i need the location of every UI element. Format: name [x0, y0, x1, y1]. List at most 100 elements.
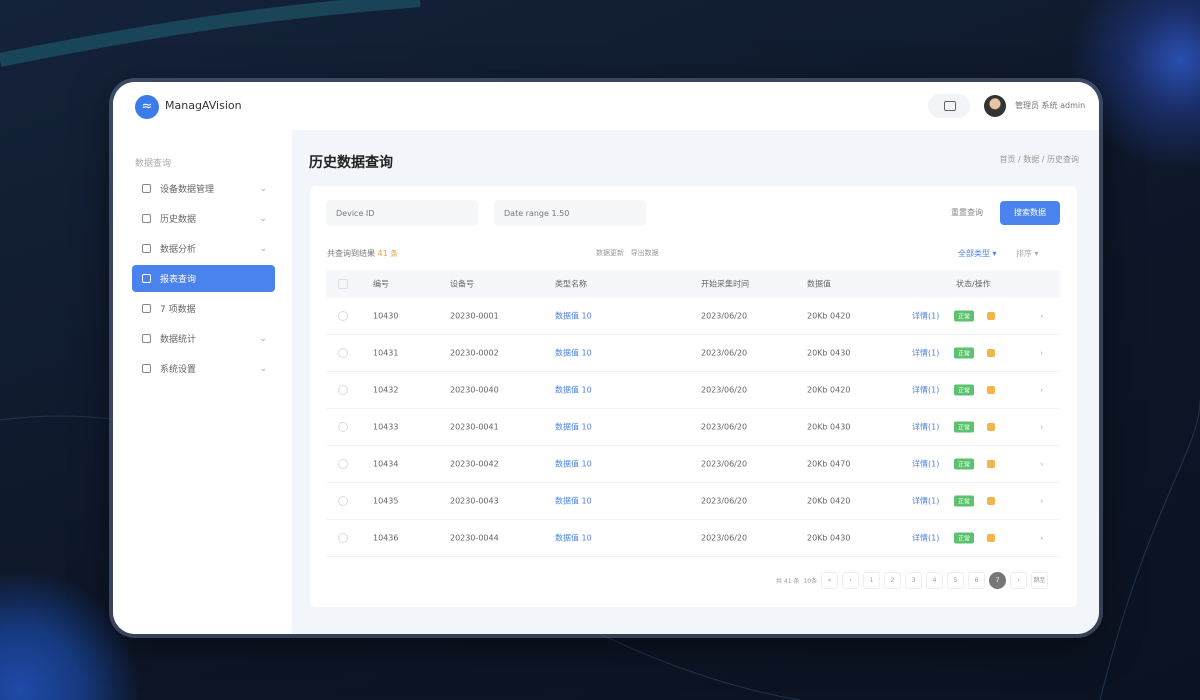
message-button[interactable]: [928, 94, 970, 118]
row-checkbox[interactable]: [338, 533, 348, 543]
table-cell: 20230-0040: [450, 385, 499, 395]
warning-icon: [987, 386, 995, 394]
table-cell: 20Kb 0430: [807, 422, 851, 432]
table-cell: 20Kb 0470: [807, 459, 851, 469]
chevron-right-icon[interactable]: ›: [1040, 422, 1044, 432]
status-badge: 正常: [954, 384, 975, 396]
next-page-button[interactable]: ›: [1010, 571, 1028, 589]
page-button[interactable]: 1: [863, 571, 881, 589]
page-button[interactable]: «: [821, 571, 839, 589]
row-checkbox[interactable]: [338, 496, 348, 506]
page-button[interactable]: 6: [968, 571, 986, 589]
table-cell: 20Kb 0430: [807, 533, 851, 543]
col-header[interactable]: 状态/操作: [956, 279, 991, 289]
table-cell: 2023/06/20: [701, 422, 748, 432]
table-cell: 20230-0042: [450, 459, 499, 469]
table-row[interactable]: 10434 20230-0042 数据值 10 2023/06/20 20Kb 0470…: [326, 446, 1060, 483]
jump-input[interactable]: 跳至: [1031, 571, 1049, 589]
table-cell: 2023/06/20: [701, 311, 748, 321]
result-count: 41 条: [377, 249, 399, 258]
chevron-right-icon[interactable]: ›: [1040, 348, 1044, 358]
page-button[interactable]: 4: [926, 571, 944, 589]
row-checkbox[interactable]: [338, 422, 348, 432]
logo-icon: ≈: [135, 95, 159, 119]
table-cell: 20Kb 0430: [807, 348, 851, 358]
calendar-icon: [142, 304, 151, 313]
table-cell[interactable]: 详情(1): [912, 459, 940, 469]
type-filter[interactable]: 全部类型 ▾: [958, 249, 997, 258]
table-row[interactable]: 10432 20230-0040 数据值 10 2023/06/20 20Kb 0420…: [326, 372, 1060, 409]
table-cell: 2023/06/20: [701, 496, 748, 506]
sidebar-item[interactable]: 7 项数据: [132, 295, 275, 322]
table-row[interactable]: 10430 20230-0001 数据值 10 2023/06/20 20Kb 0420…: [326, 298, 1060, 335]
row-checkbox[interactable]: [338, 385, 348, 395]
page-button[interactable]: 5: [947, 571, 965, 589]
select-all-checkbox[interactable]: [338, 279, 348, 289]
sidebar-item[interactable]: 数据分析 ⌄: [132, 235, 275, 262]
table-row[interactable]: 10435 20230-0043 数据值 10 2023/06/20 20Kb 0420…: [326, 483, 1060, 520]
search-button[interactable]: 搜索数据: [1000, 201, 1060, 225]
row-checkbox[interactable]: [338, 311, 348, 321]
col-header[interactable]: 开始采集时间: [701, 279, 749, 289]
table-cell: 20230-0001: [450, 311, 499, 321]
chevron-right-icon[interactable]: ›: [1040, 459, 1044, 469]
page-button[interactable]: 3: [905, 571, 923, 589]
status-badge: 正常: [954, 310, 975, 322]
sidebar-item-label: 数据分析: [160, 245, 197, 255]
export-link[interactable]: 导出数据: [630, 249, 659, 257]
chevron-right-icon[interactable]: ›: [1040, 385, 1044, 395]
warning-icon: [987, 497, 995, 505]
col-header[interactable]: 类型名称: [555, 279, 587, 289]
table-row[interactable]: 10431 20230-0002 数据值 10 2023/06/20 20Kb 0430…: [326, 335, 1060, 372]
breadcrumb-item[interactable]: 首页: [999, 155, 1016, 164]
sort-filter[interactable]: 排序 ▾: [1016, 249, 1039, 258]
sidebar-item[interactable]: 报表查询: [132, 265, 275, 292]
table-row[interactable]: 10436 20230-0044 数据值 10 2023/06/20 20Kb 0430…: [326, 520, 1060, 557]
table-cell[interactable]: 详情(1): [912, 385, 940, 395]
sidebar-item[interactable]: 设备数据管理 ⌄: [132, 175, 275, 202]
row-checkbox[interactable]: [338, 459, 348, 469]
chevron-down-icon: ⌄: [259, 243, 267, 254]
device-input[interactable]: Device ID: [326, 200, 478, 226]
table-cell: 10436: [373, 533, 399, 543]
table-cell[interactable]: 详情(1): [912, 311, 940, 321]
status-badge: 正常: [954, 495, 975, 507]
table-cell: 数据值 10: [555, 459, 592, 469]
page-size[interactable]: 10条: [803, 577, 818, 585]
result-summary: 共查询到结果 41 条: [327, 249, 399, 258]
sidebar-item-label: 系统设置: [160, 365, 197, 375]
table-cell: 10435: [373, 496, 399, 506]
table-cell[interactable]: 详情(1): [912, 348, 940, 358]
table-cell[interactable]: 详情(1): [912, 533, 940, 543]
reset-button[interactable]: 重置查询: [936, 201, 998, 225]
table-cell[interactable]: 详情(1): [912, 496, 940, 506]
chevron-right-icon[interactable]: ›: [1040, 496, 1044, 506]
sidebar-item[interactable]: 系统设置 ⌄: [132, 355, 275, 382]
warning-icon: [987, 312, 995, 320]
chevron-right-icon[interactable]: ›: [1040, 311, 1044, 321]
date-range-input[interactable]: Date range 1.50: [494, 200, 646, 226]
refresh-link[interactable]: 数据更新: [596, 249, 624, 257]
col-header[interactable]: 设备号: [450, 279, 474, 289]
page-button[interactable]: ‹: [842, 571, 860, 589]
current-page[interactable]: 7: [989, 571, 1007, 589]
message-icon: [944, 101, 956, 111]
warning-icon: [987, 423, 995, 431]
table-row[interactable]: 10433 20230-0041 数据值 10 2023/06/20 20Kb 0430…: [326, 409, 1060, 446]
chevron-right-icon[interactable]: ›: [1040, 533, 1044, 543]
sidebar-item[interactable]: 历史数据 ⌄: [132, 205, 275, 232]
table-cell: 10434: [373, 459, 399, 469]
col-header[interactable]: 数据值: [807, 279, 831, 289]
breadcrumb-item[interactable]: 数据: [1023, 155, 1040, 164]
sidebar-item[interactable]: 数据统计 ⌄: [132, 325, 275, 352]
table-header: 编号 设备号 类型名称 开始采集时间 数据值 状态/操作: [326, 270, 1060, 298]
col-header[interactable]: 编号: [373, 279, 389, 289]
user-menu[interactable]: 管理员 系统 admin: [1015, 101, 1086, 110]
table-cell: 10432: [373, 385, 399, 395]
chevron-down-icon: ⌄: [259, 183, 267, 194]
sidebar: 数据查询 设备数据管理 ⌄ 历史数据 ⌄ 数据分析 ⌄ 报表查询 7 项数据 数据统计 ⌄ 系统设置…: [113, 130, 292, 634]
avatar[interactable]: [984, 95, 1006, 117]
row-checkbox[interactable]: [338, 348, 348, 358]
table-cell[interactable]: 详情(1): [912, 422, 940, 432]
page-button[interactable]: 2: [884, 571, 902, 589]
